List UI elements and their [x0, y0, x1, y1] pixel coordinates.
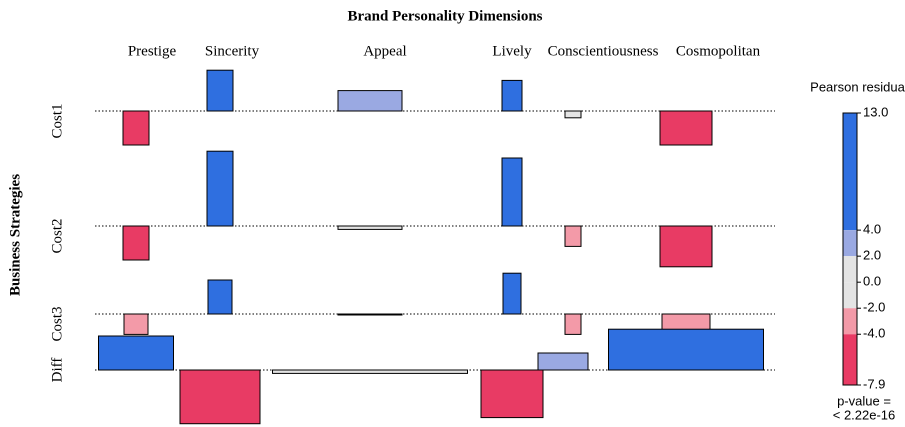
residual-bar — [659, 110, 713, 146]
residual-bar — [337, 225, 403, 230]
p-value: < 2.22e-16 — [833, 407, 896, 422]
p-value-label: p-value = — [837, 393, 891, 408]
legend-title: Pearson residuals: — [810, 79, 905, 94]
legend-frame — [842, 112, 858, 386]
residual-bar — [502, 272, 522, 315]
chart-title: Brand Personality Dimensions — [347, 8, 542, 24]
residual-bar — [179, 369, 261, 425]
residual-bar — [123, 313, 149, 335]
legend-band — [843, 230, 857, 257]
column-label: Conscientiousness — [548, 43, 659, 59]
y-axis-label: Business Strategies — [7, 174, 23, 296]
residual-bar — [272, 369, 468, 374]
legend-tick-label: -4.0 — [863, 326, 885, 341]
column-label: Prestige — [128, 43, 177, 59]
residual-bar — [337, 313, 403, 316]
residual-bar — [122, 110, 150, 146]
column-label: Cosmopolitan — [676, 43, 761, 59]
residual-bar — [206, 69, 234, 112]
residual-bar — [659, 225, 713, 268]
residual-bar — [337, 90, 403, 112]
legend-band — [843, 308, 857, 335]
row-label: Cost2 — [49, 218, 65, 253]
residual-bar — [480, 369, 544, 419]
residual-bar — [564, 225, 582, 247]
residual-bar — [608, 328, 764, 371]
legend-band — [843, 113, 857, 231]
residual-bar — [564, 110, 582, 119]
residual-bar — [564, 313, 582, 335]
legend-tick-label: 4.0 — [863, 222, 881, 237]
residual-bar — [206, 150, 234, 227]
legend-tick-label: 13.0 — [863, 104, 888, 119]
residual-bar — [537, 352, 589, 371]
row-label: Cost1 — [49, 103, 65, 138]
legend-tick-label: 2.0 — [863, 248, 881, 263]
row-label: Cost3 — [49, 306, 65, 341]
residual-bar — [501, 157, 523, 227]
legend-band — [843, 334, 857, 385]
legend-band — [843, 282, 857, 309]
residual-bar — [501, 79, 523, 112]
residual-bar — [98, 335, 174, 371]
legend-tick-label: -7.9 — [863, 376, 885, 391]
residual-bar — [122, 225, 150, 261]
residual-bar — [207, 279, 233, 315]
row-label: Diff — [49, 358, 65, 383]
column-label: Appeal — [363, 43, 406, 59]
legend-tick-label: 0.0 — [863, 274, 881, 289]
column-label: Lively — [492, 43, 532, 59]
legend-tick-label: -2.0 — [863, 300, 885, 315]
legend-band — [843, 256, 857, 283]
column-label: Sincerity — [205, 43, 260, 59]
